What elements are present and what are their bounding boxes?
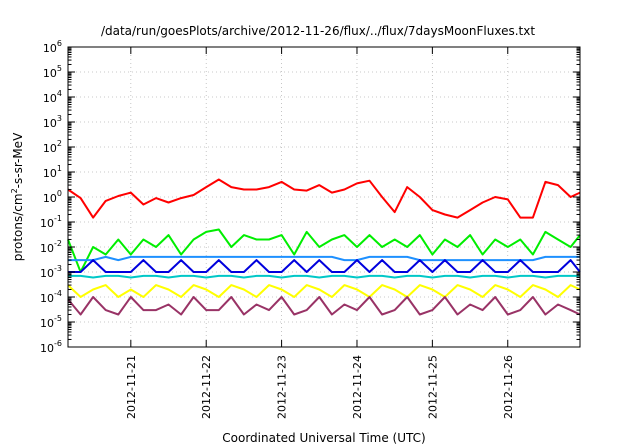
y-tick-label: 104 (43, 89, 62, 105)
y-axis: 10-610-510-410-310-210-11001011021031041… (40, 39, 580, 355)
y-tick-label-exponent: -3 (54, 264, 62, 273)
x-tick-label: 2012-11-21 (125, 355, 138, 419)
y-tick-label: 10-5 (40, 314, 62, 330)
x-tick-label: 2012-11-23 (276, 355, 289, 419)
y-tick-label: 102 (43, 139, 62, 155)
y-tick-label-base: 10 (40, 317, 54, 330)
y-tick-label-base: 10 (43, 67, 57, 80)
y-tick-label-exponent: 0 (57, 189, 62, 198)
series-line (67, 284, 581, 298)
x-tick-label: 2012-11-22 (200, 355, 213, 419)
y-tick-label-base: 10 (43, 42, 57, 55)
x-tick-label: 2012-11-25 (426, 355, 439, 419)
series-line (67, 228, 581, 273)
x-axis-label: Coordinated Universal Time (UTC) (222, 431, 425, 445)
series-line (68, 255, 580, 262)
y-tick-label: 10-1 (40, 214, 62, 230)
series-line (68, 259, 581, 273)
y-tick-label: 103 (43, 114, 62, 130)
y-tick-label-exponent: -5 (54, 314, 62, 323)
y-tick-label-base: 10 (40, 242, 54, 255)
y-tick-label-base: 10 (43, 167, 57, 180)
y-tick-label-base: 10 (43, 192, 57, 205)
y-tick-label-exponent: 2 (57, 139, 62, 148)
y-tick-label-exponent: 6 (57, 39, 62, 48)
y-tick-label: 100 (43, 189, 62, 205)
y-tick-label: 106 (43, 39, 62, 55)
grid (68, 47, 580, 347)
x-axis: 2012-11-21 2012-11-22 2012-11-23 2012-11-24… (125, 47, 515, 419)
y-tick-label-exponent: -6 (54, 339, 62, 348)
y-tick-label-exponent: -4 (54, 289, 62, 298)
y-tick-label-base: 10 (43, 117, 57, 130)
y-tick-label-exponent: 5 (57, 64, 62, 73)
y-tick-label-base: 10 (43, 92, 57, 105)
y-tick-label-base: 10 (40, 217, 54, 230)
y-axis-label-unit: protons/cm (11, 193, 25, 261)
y-tick-label-exponent: -1 (54, 214, 62, 223)
series-line (67, 296, 581, 316)
chart-title: /data/run/goesPlots/archive/2012-11-26/f… (101, 24, 535, 38)
y-tick-label-base: 10 (40, 342, 54, 355)
series-line (67, 178, 581, 219)
y-axis-label-rest: -s-sr-MeV (11, 132, 25, 188)
y-tick-label-base: 10 (40, 292, 54, 305)
y-tick-label-exponent: 4 (57, 89, 62, 98)
y-tick-label-base: 10 (43, 142, 57, 155)
y-tick-label-base: 10 (40, 267, 54, 280)
y-tick-label: 105 (43, 64, 62, 80)
y-axis-label: protons/cm2-s-sr-MeV (10, 132, 25, 261)
x-tick-label: 2012-11-26 (502, 355, 515, 419)
y-tick-label: 101 (43, 164, 62, 180)
y-tick-label: 10-4 (40, 289, 62, 305)
y-tick-label-exponent: 1 (57, 164, 62, 173)
x-tick-label: 2012-11-24 (351, 355, 364, 419)
series-line (68, 274, 580, 279)
y-axis-label-exponent: 2 (10, 188, 19, 193)
series-lines (67, 178, 581, 316)
y-tick-label-exponent: 3 (57, 114, 62, 123)
y-tick-label: 10-6 (40, 339, 62, 355)
y-tick-label: 10-2 (40, 239, 62, 255)
y-tick-label-exponent: -2 (54, 239, 62, 248)
y-tick-label: 10-3 (40, 264, 62, 280)
